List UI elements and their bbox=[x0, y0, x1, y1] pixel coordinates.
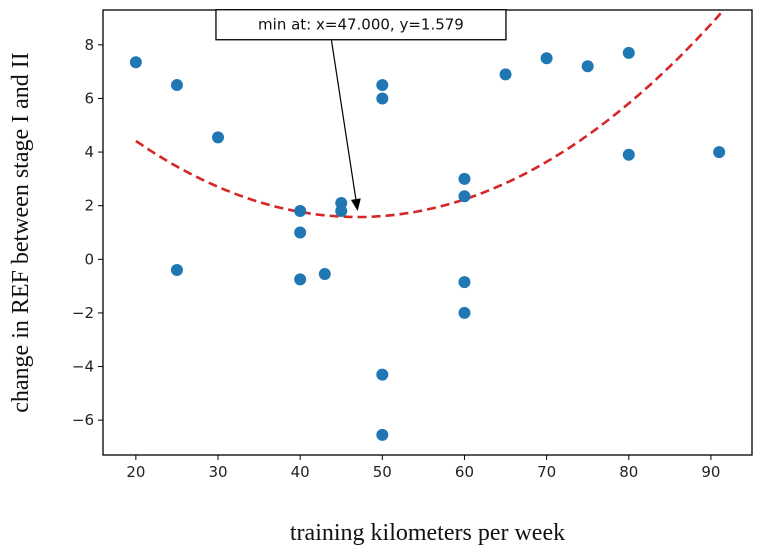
data-point bbox=[581, 60, 594, 73]
y-axis-ticks: −6 −4 −2 0 2 4 6 8 bbox=[72, 36, 103, 429]
y-tick-label: 8 bbox=[84, 36, 94, 54]
data-point bbox=[458, 190, 471, 203]
x-tick-label: 80 bbox=[619, 463, 638, 481]
y-tick-label: 2 bbox=[84, 197, 94, 215]
x-tick-label: 20 bbox=[126, 463, 145, 481]
annotation-arrowhead bbox=[350, 198, 361, 211]
data-point bbox=[622, 148, 635, 161]
annotation-arrow bbox=[330, 39, 357, 200]
y-axis-label: change in REF between stage I and II bbox=[8, 52, 34, 413]
y-tick-label: 4 bbox=[84, 143, 94, 161]
annotation-box bbox=[215, 9, 507, 41]
data-point bbox=[335, 205, 348, 218]
x-tick-label: 40 bbox=[291, 463, 310, 481]
x-tick-label: 30 bbox=[208, 463, 227, 481]
data-point bbox=[376, 79, 389, 92]
x-axis-label: training kilometers per week bbox=[290, 520, 565, 546]
y-tick-label: −4 bbox=[72, 358, 94, 376]
data-point bbox=[294, 205, 307, 218]
x-tick-label: 50 bbox=[373, 463, 392, 481]
data-point bbox=[170, 79, 183, 92]
data-point bbox=[458, 276, 471, 289]
data-point bbox=[170, 264, 183, 277]
x-tick-label: 60 bbox=[455, 463, 474, 481]
x-tick-label: 90 bbox=[701, 463, 720, 481]
data-point bbox=[129, 56, 142, 69]
data-point bbox=[458, 172, 471, 185]
data-point bbox=[713, 146, 726, 159]
data-point bbox=[212, 131, 225, 144]
data-point bbox=[376, 428, 389, 441]
data-point bbox=[458, 306, 471, 319]
y-tick-label: −6 bbox=[72, 411, 94, 429]
min-annotation: min at: x=47.000, y=1.579 bbox=[215, 9, 507, 211]
data-point bbox=[294, 273, 307, 286]
y-tick-label: −2 bbox=[72, 304, 94, 322]
x-tick-label: 70 bbox=[537, 463, 556, 481]
data-point bbox=[294, 226, 307, 239]
data-point bbox=[376, 368, 389, 381]
data-point bbox=[540, 52, 553, 65]
annotation-text: min at: x=47.000, y=1.579 bbox=[258, 16, 464, 34]
data-point bbox=[318, 268, 331, 281]
data-point bbox=[376, 92, 389, 105]
data-point bbox=[499, 68, 512, 81]
plot-area bbox=[129, 10, 726, 441]
y-tick-label: 6 bbox=[84, 89, 94, 107]
y-tick-label: 0 bbox=[84, 250, 94, 268]
data-point bbox=[622, 46, 635, 59]
fit-curve bbox=[135, 10, 726, 219]
x-axis-ticks: 20 30 40 50 60 70 80 90 bbox=[126, 455, 720, 481]
